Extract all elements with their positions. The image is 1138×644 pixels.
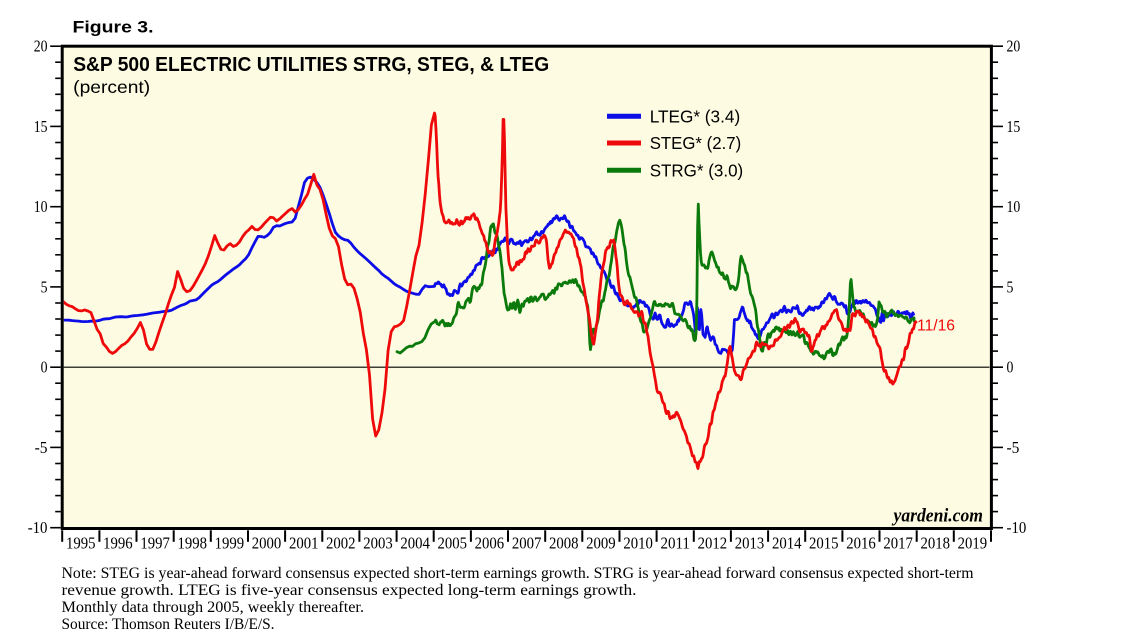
- svg-text:2011: 2011: [660, 534, 690, 553]
- svg-text:5: 5: [41, 277, 48, 296]
- svg-text:1999: 1999: [215, 534, 245, 553]
- svg-text:2015: 2015: [809, 534, 839, 553]
- svg-text:0: 0: [41, 358, 48, 377]
- svg-text:2006: 2006: [475, 534, 505, 553]
- svg-text:STEG* (2.7): STEG* (2.7): [650, 133, 742, 153]
- svg-text:(percent): (percent): [73, 77, 150, 97]
- svg-text:2019: 2019: [958, 534, 988, 553]
- svg-text:2016: 2016: [846, 534, 876, 553]
- svg-text:S&P 500 ELECTRIC UTILITIES STR: S&P 500 ELECTRIC UTILITIES STRG, STEG, &…: [73, 54, 549, 76]
- svg-text:Source: Thomson Reuters I/B/E/: Source: Thomson Reuters I/B/E/S.: [62, 616, 275, 633]
- svg-text:Figure 3.: Figure 3.: [73, 18, 154, 36]
- svg-text:2001: 2001: [289, 534, 319, 553]
- svg-text:1998: 1998: [177, 534, 207, 553]
- svg-text:revenue growth. LTEG is five-y: revenue growth. LTEG is five-year consen…: [62, 582, 637, 599]
- svg-text:2002: 2002: [326, 534, 356, 553]
- svg-text:STRG* (3.0): STRG* (3.0): [650, 160, 744, 180]
- svg-text:-5: -5: [35, 438, 48, 457]
- svg-text:2003: 2003: [363, 534, 393, 553]
- svg-text:5: 5: [1007, 277, 1014, 296]
- svg-text:15: 15: [1007, 117, 1021, 136]
- svg-text:15: 15: [34, 117, 48, 136]
- svg-text:1996: 1996: [103, 534, 133, 553]
- svg-text:-5: -5: [1007, 438, 1020, 457]
- svg-text:10: 10: [34, 197, 48, 216]
- svg-text:2004: 2004: [400, 534, 430, 553]
- svg-text:2013: 2013: [735, 534, 765, 553]
- svg-text:2012: 2012: [698, 534, 728, 553]
- svg-text:2009: 2009: [586, 534, 616, 553]
- svg-text:1995: 1995: [66, 534, 96, 553]
- svg-text:yardeni.com: yardeni.com: [892, 506, 983, 527]
- svg-text:2008: 2008: [549, 534, 579, 553]
- svg-text:-10: -10: [28, 518, 48, 537]
- svg-text:2018: 2018: [921, 534, 951, 553]
- svg-text:Monthly data through 2005, wee: Monthly data through 2005, weekly therea…: [62, 599, 365, 616]
- svg-text:LTEG* (3.4): LTEG* (3.4): [650, 107, 741, 127]
- svg-text:2017: 2017: [883, 534, 913, 553]
- svg-text:11/16: 11/16: [917, 318, 955, 335]
- svg-text:1997: 1997: [140, 534, 170, 553]
- svg-text:2005: 2005: [438, 534, 468, 553]
- svg-text:2000: 2000: [252, 534, 282, 553]
- svg-text:0: 0: [1007, 358, 1014, 377]
- svg-text:10: 10: [1007, 197, 1021, 216]
- svg-text:2007: 2007: [512, 534, 542, 553]
- svg-text:2010: 2010: [623, 534, 653, 553]
- svg-text:-10: -10: [1007, 518, 1027, 537]
- svg-text:20: 20: [34, 37, 48, 56]
- svg-text:Note: STEG is year-ahead forwa: Note: STEG is year-ahead forward consens…: [62, 565, 975, 582]
- svg-text:2014: 2014: [772, 534, 802, 553]
- svg-text:20: 20: [1007, 37, 1021, 56]
